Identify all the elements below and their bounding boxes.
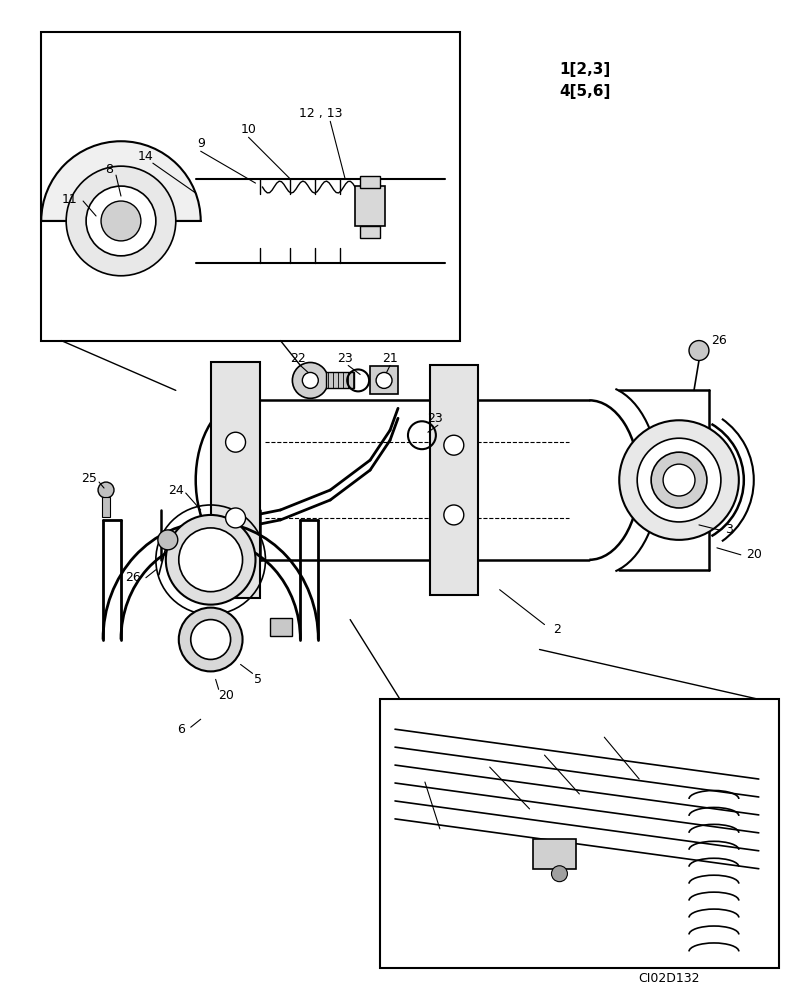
Text: 26: 26 (125, 571, 141, 584)
Bar (360, 226, 380, 238)
Text: 2: 2 (552, 623, 560, 636)
Text: 10: 10 (240, 123, 256, 136)
Circle shape (226, 508, 245, 528)
Bar (210, 362, 260, 598)
Text: 21: 21 (381, 352, 397, 365)
Circle shape (157, 530, 177, 550)
Bar (532, 839, 576, 869)
Circle shape (376, 372, 392, 388)
Wedge shape (41, 141, 201, 221)
Text: 1[2,3]: 1[2,3] (559, 62, 610, 77)
Circle shape (165, 515, 255, 605)
Text: 8: 8 (105, 163, 113, 176)
Circle shape (226, 432, 245, 452)
Text: 23: 23 (337, 352, 353, 365)
Bar (102, 497, 110, 517)
Bar (360, 176, 380, 188)
Text: 20: 20 (745, 548, 760, 561)
Text: 17: 17 (417, 768, 432, 781)
Bar (380, 699, 778, 968)
Circle shape (551, 866, 567, 882)
Circle shape (178, 608, 243, 671)
Circle shape (443, 435, 463, 455)
Text: 5: 5 (255, 673, 262, 686)
Bar (270, 618, 292, 636)
Text: 22: 22 (290, 352, 306, 365)
Text: 24: 24 (168, 484, 183, 497)
Circle shape (86, 186, 156, 256)
Text: CI02D132: CI02D132 (638, 972, 699, 985)
Text: 25: 25 (81, 472, 97, 485)
Text: 11: 11 (61, 193, 77, 206)
Bar (198, 525, 220, 543)
Circle shape (292, 362, 328, 398)
Circle shape (637, 438, 720, 522)
Text: 6: 6 (177, 723, 185, 736)
Text: 26: 26 (710, 334, 726, 347)
Circle shape (650, 452, 706, 508)
Circle shape (66, 166, 176, 276)
Bar (369, 366, 397, 394)
Circle shape (101, 201, 141, 241)
Text: 23: 23 (426, 412, 442, 425)
Text: 20: 20 (218, 689, 233, 702)
Circle shape (98, 482, 114, 498)
Text: 3: 3 (724, 523, 732, 536)
Text: 12 , 13: 12 , 13 (298, 107, 341, 120)
Text: 9: 9 (197, 137, 205, 150)
Bar (355, 186, 385, 226)
Text: 14: 14 (138, 150, 153, 163)
Bar (41, 32, 459, 341)
Bar (430, 365, 477, 595)
Circle shape (618, 420, 738, 540)
Circle shape (190, 620, 230, 659)
Text: 16: 16 (481, 753, 497, 766)
Bar (326, 372, 354, 388)
Circle shape (688, 341, 708, 360)
Circle shape (302, 372, 318, 388)
Text: 4[5,6]: 4[5,6] (559, 84, 610, 99)
Text: 18 , 19: 18 , 19 (581, 723, 626, 736)
Circle shape (662, 464, 694, 496)
Circle shape (443, 505, 463, 525)
Circle shape (178, 528, 243, 592)
Text: 15: 15 (536, 741, 552, 754)
